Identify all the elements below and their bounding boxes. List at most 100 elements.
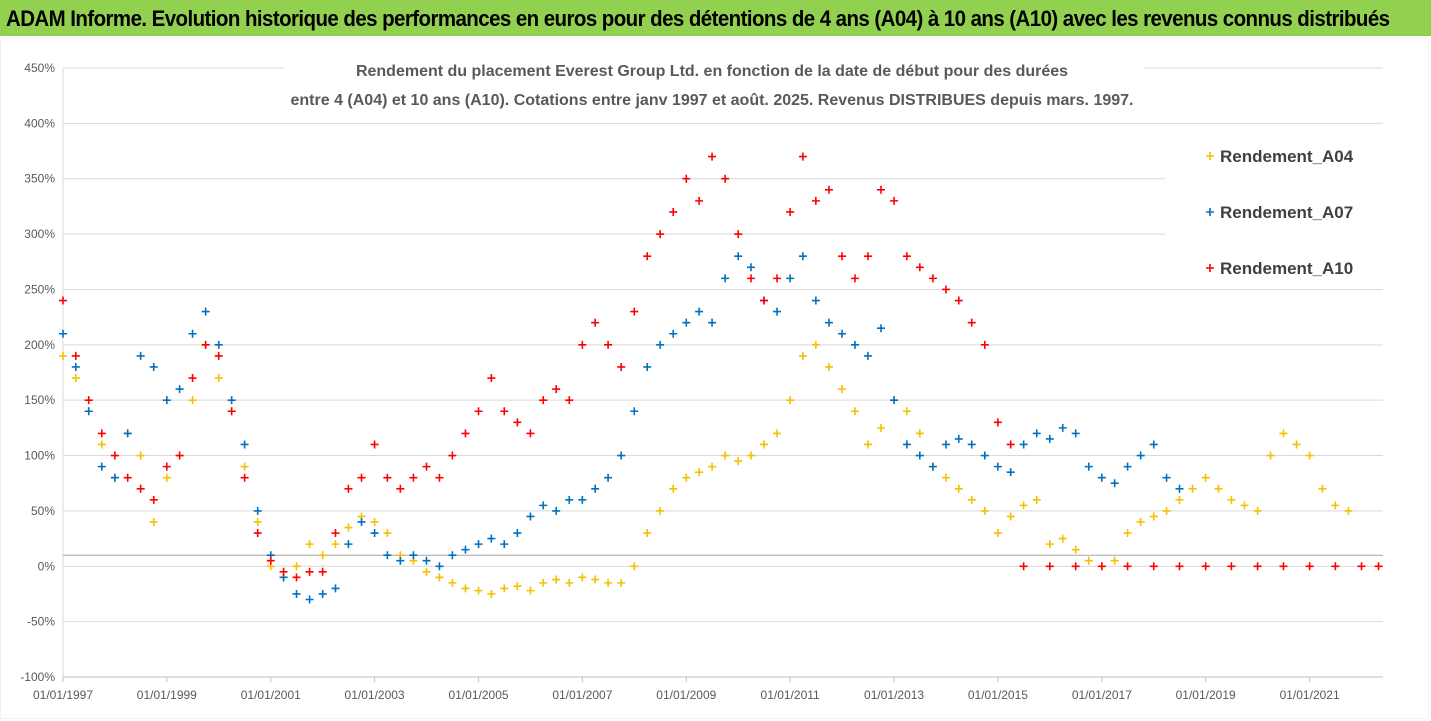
data-point: [591, 484, 600, 493]
data-point: [305, 540, 314, 549]
data-point: [500, 540, 509, 549]
data-point: [591, 318, 600, 327]
data-point: [240, 462, 249, 471]
data-point: [97, 440, 106, 449]
data-point: [396, 556, 405, 565]
chart-title-line1: Rendement du placement Everest Group Ltd…: [356, 63, 1068, 80]
data-point: [448, 578, 457, 587]
data-point: [552, 575, 561, 584]
banner-title: ADAM Informe. Evolution historique des p…: [6, 6, 1390, 31]
data-point: [1227, 495, 1236, 504]
y-tick-label: 0%: [38, 559, 56, 573]
data-point: [954, 434, 963, 443]
data-point: [383, 551, 392, 560]
data-point: [890, 196, 899, 205]
data-point: [97, 462, 106, 471]
data-point: [383, 473, 392, 482]
data-point: [1253, 506, 1262, 515]
data-point: [1175, 562, 1184, 571]
data-point: [1071, 545, 1080, 554]
data-point: [513, 418, 522, 427]
data-point: [253, 517, 262, 526]
data-point: [149, 517, 158, 526]
legend: Rendement_A04 Rendement_A07 Rendement_A10: [1165, 135, 1385, 285]
data-point: [84, 407, 93, 416]
data-point: [539, 578, 548, 587]
data-point: [1149, 562, 1158, 571]
data-point: [786, 396, 795, 405]
data-point: [747, 263, 756, 272]
data-point: [110, 451, 119, 460]
data-point: [604, 340, 613, 349]
legend-marker: [1206, 208, 1214, 216]
data-point: [824, 185, 833, 194]
data-point: [136, 351, 145, 360]
data-point: [1136, 517, 1145, 526]
data-point: [383, 529, 392, 538]
data-point: [980, 506, 989, 515]
x-tick-label: 01/01/2005: [449, 688, 509, 702]
data-point: [487, 589, 496, 598]
data-point: [1019, 501, 1028, 510]
data-point: [565, 578, 574, 587]
data-point: [1374, 562, 1383, 571]
data-point: [669, 207, 678, 216]
data-point: [876, 185, 885, 194]
data-point: [721, 274, 730, 283]
x-tick-label: 01/01/2017: [1072, 688, 1132, 702]
data-point: [201, 307, 210, 316]
data-point: [162, 462, 171, 471]
data-point: [513, 529, 522, 538]
data-point: [656, 340, 665, 349]
data-point: [604, 578, 613, 587]
data-point: [656, 230, 665, 239]
data-point: [967, 495, 976, 504]
data-point: [890, 396, 899, 405]
data-point: [811, 296, 820, 305]
data-point: [630, 307, 639, 316]
data-point: [292, 562, 301, 571]
data-point: [747, 451, 756, 460]
data-point: [279, 567, 288, 576]
data-point: [1045, 434, 1054, 443]
data-point: [591, 575, 600, 584]
data-point: [967, 318, 976, 327]
data-point: [811, 196, 820, 205]
data-point: [708, 152, 717, 161]
data-point: [305, 595, 314, 604]
data-point: [643, 529, 652, 538]
data-point: [1240, 501, 1249, 510]
data-point: [578, 573, 587, 582]
data-point: [1279, 429, 1288, 438]
data-point: [513, 582, 522, 591]
x-tick-label: 01/01/2007: [552, 688, 612, 702]
y-tick-label: 250%: [24, 282, 55, 296]
data-point: [721, 174, 730, 183]
data-point: [876, 324, 885, 333]
data-point: [786, 207, 795, 216]
y-tick-label: 450%: [24, 61, 55, 75]
data-point: [902, 252, 911, 261]
data-point: [461, 545, 470, 554]
data-point: [1019, 562, 1028, 571]
data-point: [1227, 562, 1236, 571]
data-point: [1110, 479, 1119, 488]
data-point: [59, 351, 67, 360]
data-point: [941, 285, 950, 294]
legend-label: Rendement_A07: [1220, 203, 1353, 222]
data-point: [539, 396, 548, 405]
data-point: [876, 423, 885, 432]
data-point: [344, 523, 353, 532]
data-point: [1305, 451, 1314, 460]
data-point: [1331, 562, 1340, 571]
data-point: [1292, 440, 1301, 449]
legend-marker: [1206, 152, 1214, 160]
data-point: [1071, 429, 1080, 438]
data-point: [1162, 506, 1171, 515]
data-point: [344, 540, 353, 549]
data-point: [1084, 556, 1093, 565]
data-point: [526, 429, 535, 438]
y-tick-label: 150%: [24, 393, 55, 407]
data-point: [227, 407, 236, 416]
data-point: [136, 451, 145, 460]
